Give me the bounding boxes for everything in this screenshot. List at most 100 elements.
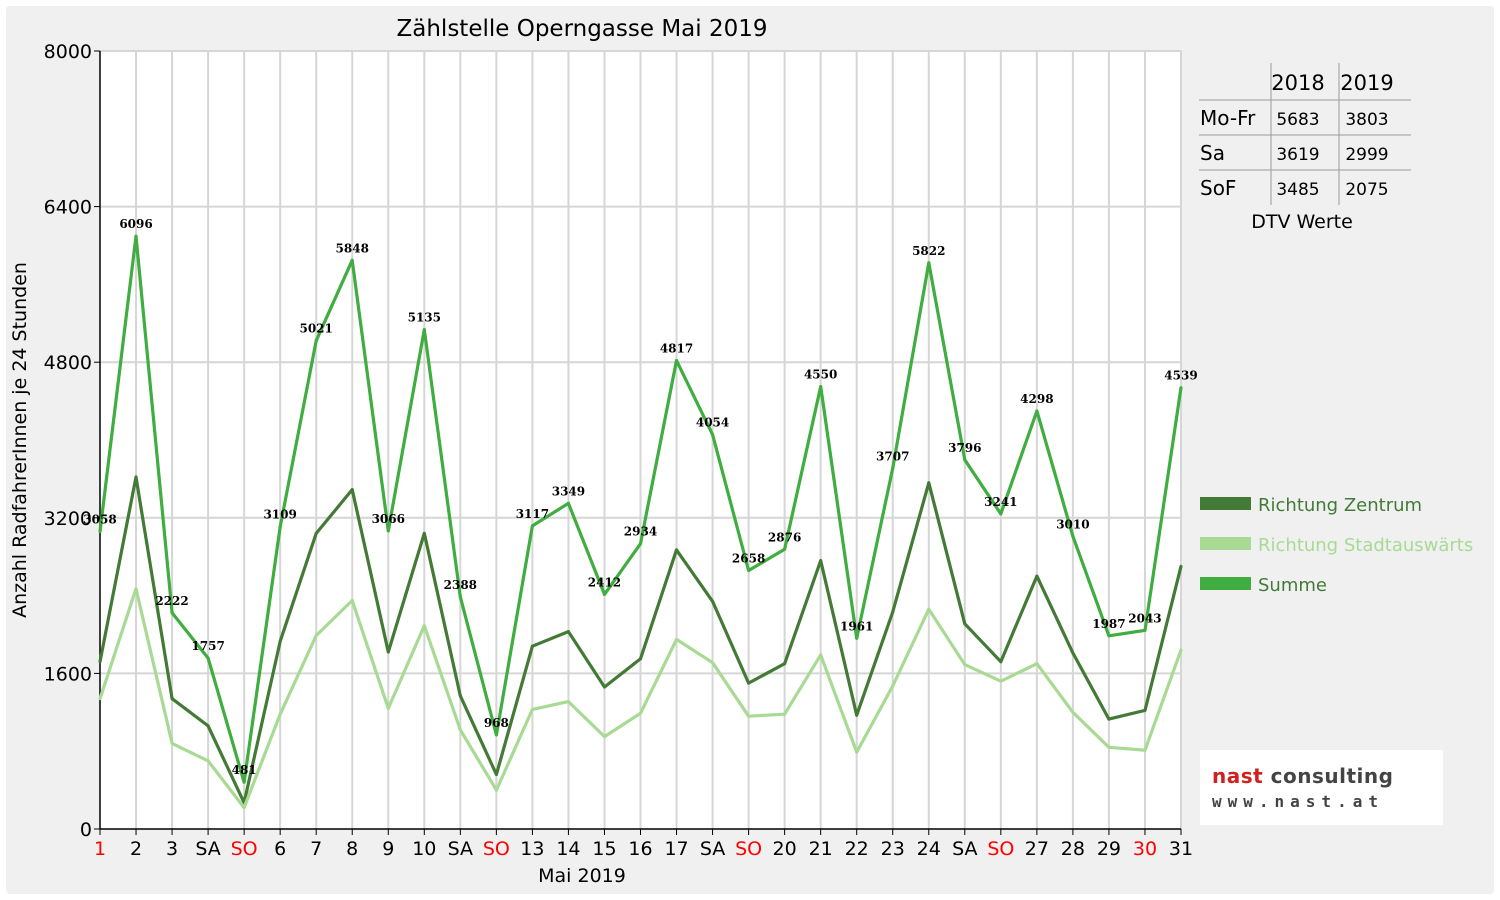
- data-label: 3796: [948, 441, 981, 455]
- legend-swatch-1: [1200, 497, 1251, 510]
- y-tick-label: 4800: [44, 352, 92, 374]
- series-3-point: [891, 466, 895, 470]
- data-label: 5822: [912, 244, 945, 258]
- dtv-caption: DTV Werte: [1251, 211, 1353, 233]
- x-tick-label: 31: [1169, 838, 1193, 860]
- data-label: 3058: [83, 513, 116, 527]
- x-tick-label: SO: [483, 838, 510, 860]
- series-1-point: [386, 650, 390, 654]
- data-label: 3349: [552, 484, 585, 498]
- series-2-point: [891, 684, 895, 688]
- series-3-point: [927, 261, 931, 265]
- y-tick-label: 0: [80, 819, 92, 841]
- series-3-point: [639, 542, 642, 546]
- series-3-point: [1071, 534, 1075, 538]
- series-2-point: [1179, 648, 1183, 652]
- series-3-point: [566, 501, 570, 505]
- series-2-point: [458, 728, 462, 732]
- x-tick-label: SO: [735, 838, 762, 860]
- data-label: 2222: [155, 594, 188, 608]
- x-tick-label: 3: [166, 838, 178, 860]
- data-label: 4550: [804, 368, 837, 382]
- dtv-cell-2018: 5683: [1276, 110, 1319, 130]
- dtv-cell-2018: 3619: [1276, 145, 1319, 165]
- x-tick-label: 16: [628, 838, 652, 860]
- data-label: 3117: [516, 507, 549, 521]
- series-3-point: [602, 592, 606, 596]
- company-logo: nast consulting www.nast.at: [1200, 750, 1443, 825]
- y-tick-label: 3200: [44, 508, 92, 530]
- dtv-row-label: SoF: [1200, 176, 1236, 200]
- series-3-point: [819, 385, 823, 389]
- series-3-point: [134, 234, 138, 238]
- data-label: 4817: [660, 342, 693, 356]
- series-1-point: [1035, 574, 1039, 578]
- legend-swatch-3: [1200, 577, 1251, 590]
- series-2-point: [566, 700, 570, 704]
- data-label: 1961: [840, 619, 873, 633]
- series-1-point: [711, 599, 715, 603]
- series-3-point: [458, 595, 462, 599]
- series-1-point: [278, 639, 282, 643]
- series-2-point: [819, 653, 823, 657]
- series-2-point: [999, 679, 1003, 683]
- dtv-row-label: Sa: [1200, 141, 1225, 165]
- series-1-point: [1143, 708, 1147, 712]
- dtv-cell-2018: 3485: [1276, 180, 1319, 200]
- data-label: 2934: [624, 525, 657, 539]
- series-3-point: [314, 339, 318, 343]
- data-label: 5135: [408, 311, 441, 325]
- data-label: 1987: [1092, 617, 1125, 631]
- series-3-point: [422, 328, 426, 332]
- dtv-header-2019: 2019: [1340, 71, 1393, 95]
- series-2-point: [602, 735, 606, 739]
- logo-url: www.nast.at: [1212, 792, 1384, 811]
- x-tick-label: 21: [809, 838, 833, 860]
- data-label: 4054: [696, 416, 729, 430]
- series-1-point: [891, 610, 895, 614]
- data-label: 481: [232, 763, 257, 777]
- data-label: 2412: [588, 575, 621, 589]
- x-tick-label: 8: [346, 838, 358, 860]
- series-3-point: [855, 636, 859, 640]
- legend-label-3: Summe: [1258, 575, 1327, 596]
- dtv-cell-2019: 3803: [1345, 110, 1388, 130]
- series-2-point: [1143, 748, 1147, 752]
- data-label: 3066: [372, 512, 405, 526]
- data-label: 2658: [732, 552, 765, 566]
- series-2-point: [783, 712, 787, 716]
- series-1-point: [675, 548, 679, 552]
- series-2-point: [350, 598, 354, 602]
- series-1-point: [999, 660, 1003, 664]
- series-1-point: [855, 713, 859, 717]
- series-2-point: [278, 712, 282, 716]
- x-tick-label: 28: [1061, 838, 1085, 860]
- data-label: 2388: [444, 578, 477, 592]
- series-1-point: [98, 660, 102, 664]
- x-tick-label: 24: [917, 838, 941, 860]
- series-3-point: [206, 656, 210, 660]
- series-2-point: [386, 706, 390, 710]
- data-label: 2876: [768, 530, 801, 544]
- series-1-point: [1071, 651, 1075, 655]
- series-1-point: [1179, 564, 1183, 568]
- x-tick-label: 27: [1025, 838, 1049, 860]
- y-tick-label: 8000: [44, 41, 92, 63]
- x-tick-label: SA: [700, 838, 725, 860]
- series-2-point: [98, 697, 102, 701]
- series-1-point: [350, 488, 354, 492]
- data-label: 1757: [191, 639, 224, 653]
- series-2-point: [855, 750, 859, 754]
- series-3-point: [1035, 409, 1039, 413]
- x-tick-label: 22: [845, 838, 869, 860]
- series-3-point: [711, 433, 715, 437]
- series-3-point: [278, 525, 282, 529]
- x-tick-label: 15: [592, 838, 616, 860]
- series-2-point: [170, 741, 174, 745]
- x-tick-label: SA: [195, 838, 220, 860]
- x-tick-label: 29: [1097, 838, 1121, 860]
- x-tick-label: 14: [556, 838, 580, 860]
- series-1-point: [1107, 717, 1111, 721]
- series-2-point: [494, 788, 498, 792]
